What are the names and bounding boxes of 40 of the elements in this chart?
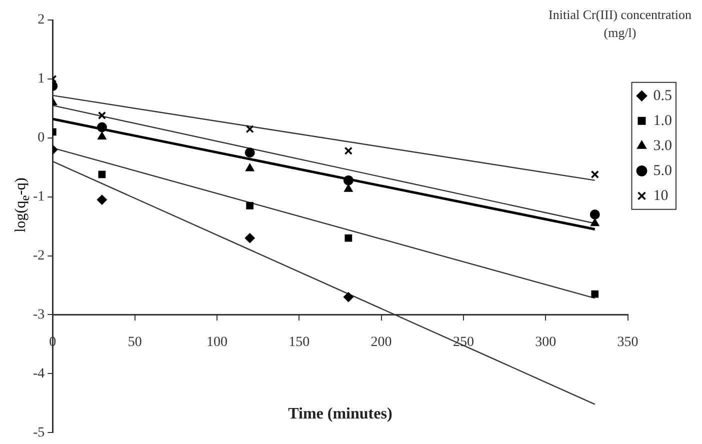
y-tick-label: -1	[32, 190, 45, 204]
x-axis-title: Time (minutes)	[288, 405, 392, 422]
point	[344, 146, 353, 155]
point	[343, 175, 354, 186]
legend-label: 0.5	[653, 88, 672, 104]
legend-label: 10	[653, 188, 668, 204]
y-tick-label: -3	[32, 307, 45, 322]
point	[590, 218, 600, 226]
x-tick-label: 200	[370, 334, 392, 350]
y-tick-label: 2	[38, 12, 45, 28]
point	[98, 132, 106, 140]
x-tick-label: 100	[206, 334, 228, 350]
legend-label: 5.0	[653, 162, 672, 179]
x-tick-label: 350	[617, 334, 638, 350]
point	[96, 194, 107, 205]
x-tick-label: 300	[535, 334, 556, 350]
legend-label: 3.0	[653, 138, 672, 154]
point	[245, 164, 254, 172]
y-tick-label: 1	[38, 72, 45, 87]
point	[246, 202, 254, 210]
point	[591, 290, 599, 298]
y-tick-label: -5	[32, 425, 45, 440]
y-tick-label: 0	[38, 130, 45, 146]
point	[344, 184, 353, 192]
point	[590, 170, 599, 179]
legend-title: Initial Cr(III) concentration (mg/l)	[548, 6, 692, 42]
point	[246, 124, 254, 134]
y-tick-label: -2	[32, 248, 45, 264]
point	[590, 210, 600, 220]
x-tick-label: 150	[288, 334, 310, 350]
point	[98, 170, 106, 178]
point	[244, 233, 255, 244]
point	[96, 122, 107, 132]
legend-label: 1.0	[653, 112, 672, 129]
x-tick-label: 50	[128, 334, 142, 350]
point	[244, 148, 255, 158]
point	[343, 292, 354, 302]
point	[98, 111, 106, 120]
y-tick-label: -4	[32, 366, 45, 382]
point	[344, 234, 352, 242]
